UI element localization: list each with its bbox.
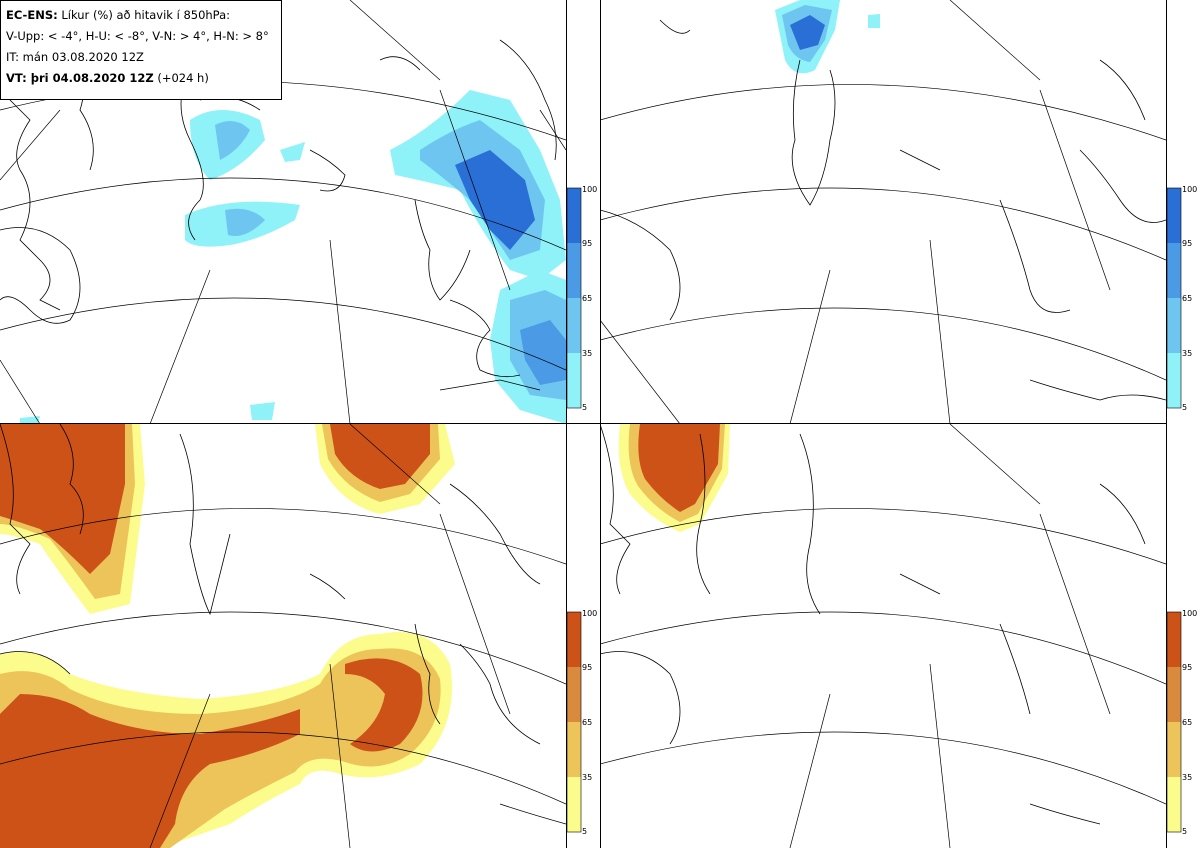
colorbar-tick: 65 (1182, 294, 1192, 303)
initial-time: IT: mán 03.08.2020 12Z (6, 50, 144, 64)
colorbar-tick: 5 (582, 403, 587, 412)
map-title-box: EC-ENS: Líkur (%) að hitavik í 850hPa: V… (0, 0, 282, 100)
colorbar-tick: 100 (1182, 609, 1197, 618)
colorbar-tick: 35 (582, 349, 592, 358)
legend-warm-bottom-left: 100 95 65 35 5 (566, 609, 600, 842)
map-panel-cold-8 (600, 0, 1166, 424)
colorbar-tick: 95 (1182, 239, 1192, 248)
coastlines (600, 424, 1146, 825)
colorbar: 100 95 65 35 5 (1166, 609, 1197, 836)
probability-map (600, 424, 1166, 848)
colorbar-band (567, 777, 581, 832)
graticule (600, 424, 1166, 848)
colorbar-band (567, 612, 581, 667)
colorbar-tick: 100 (582, 609, 597, 618)
colorbar-band (1167, 243, 1181, 298)
probability-field (775, 0, 880, 74)
colorbar-band (1167, 777, 1181, 832)
coastlines (0, 424, 566, 825)
colorbar-band (1167, 612, 1181, 667)
colorbar-band (567, 188, 581, 243)
probability-map (0, 424, 566, 848)
colorbar-tick: 35 (1182, 349, 1192, 358)
divider-horizontal (0, 423, 1166, 424)
colorbar-band (1167, 667, 1181, 722)
colorbar-tick: 5 (582, 827, 587, 836)
colorbar-band (1167, 298, 1181, 353)
valid-time-line: VT: þri 04.08.2020 12Z (+024 h) (6, 68, 281, 89)
colorbar-tick: 5 (1182, 403, 1187, 412)
colorbar-tick: 65 (582, 718, 592, 727)
colorbar-band (567, 667, 581, 722)
legend-cold-top-left: 100 95 65 35 5 (566, 185, 600, 418)
graticule (600, 0, 1166, 424)
title-line-1: EC-ENS: Líkur (%) að hitavik í 850hPa: (6, 5, 281, 26)
colorbar: 100 95 65 35 5 (566, 609, 597, 836)
colorbar-tick: 100 (1182, 185, 1197, 194)
divider-right (1166, 0, 1167, 848)
colorbar-band (1167, 353, 1181, 408)
divider-left-edge (600, 0, 601, 848)
lead-time: (+024 h) (157, 71, 209, 85)
colorbar-tick: 95 (1182, 663, 1192, 672)
colorbar: 100 95 65 35 5 (1166, 185, 1197, 412)
model-name: EC-ENS: (6, 8, 58, 22)
colorbar-band (1167, 722, 1181, 777)
probability-field (0, 424, 455, 848)
probability-field (618, 424, 730, 532)
colorbar-tick: 65 (582, 294, 592, 303)
colorbar-band (567, 353, 581, 408)
graticule (0, 424, 566, 848)
probability-map (600, 0, 1166, 424)
colorbar-band (567, 722, 581, 777)
colorbar-tick: 35 (1182, 773, 1192, 782)
field-description: Líkur (%) að hitavik í 850hPa: (61, 8, 231, 22)
colorbar: 100 95 65 35 5 (566, 185, 597, 412)
map-panel-warm-4 (0, 424, 566, 848)
legend-cold-top-right: 100 95 65 35 5 (1166, 185, 1200, 418)
colorbar-tick: 95 (582, 239, 592, 248)
colorbar-band (1167, 188, 1181, 243)
legend-warm-bottom-right: 100 95 65 35 5 (1166, 609, 1200, 842)
colorbar-tick: 95 (582, 663, 592, 672)
divider-vertical (566, 0, 567, 848)
colorbar-tick: 35 (582, 773, 592, 782)
map-panel-cold-4 (0, 0, 566, 424)
colorbar-band (567, 298, 581, 353)
colorbar-band (567, 243, 581, 298)
coastlines (600, 19, 1166, 401)
colorbar-tick: 65 (1182, 718, 1192, 727)
colorbar-tick: 100 (582, 185, 597, 194)
valid-time: VT: þri 04.08.2020 12Z (6, 71, 154, 85)
category-thresholds: V-Upp: < -4°, H-U: < -8°, V-N: > 4°, H-N… (6, 29, 269, 43)
probability-map (0, 0, 566, 424)
probability-field (20, 90, 566, 424)
map-panel-warm-8 (600, 424, 1166, 848)
colorbar-tick: 5 (1182, 827, 1187, 836)
